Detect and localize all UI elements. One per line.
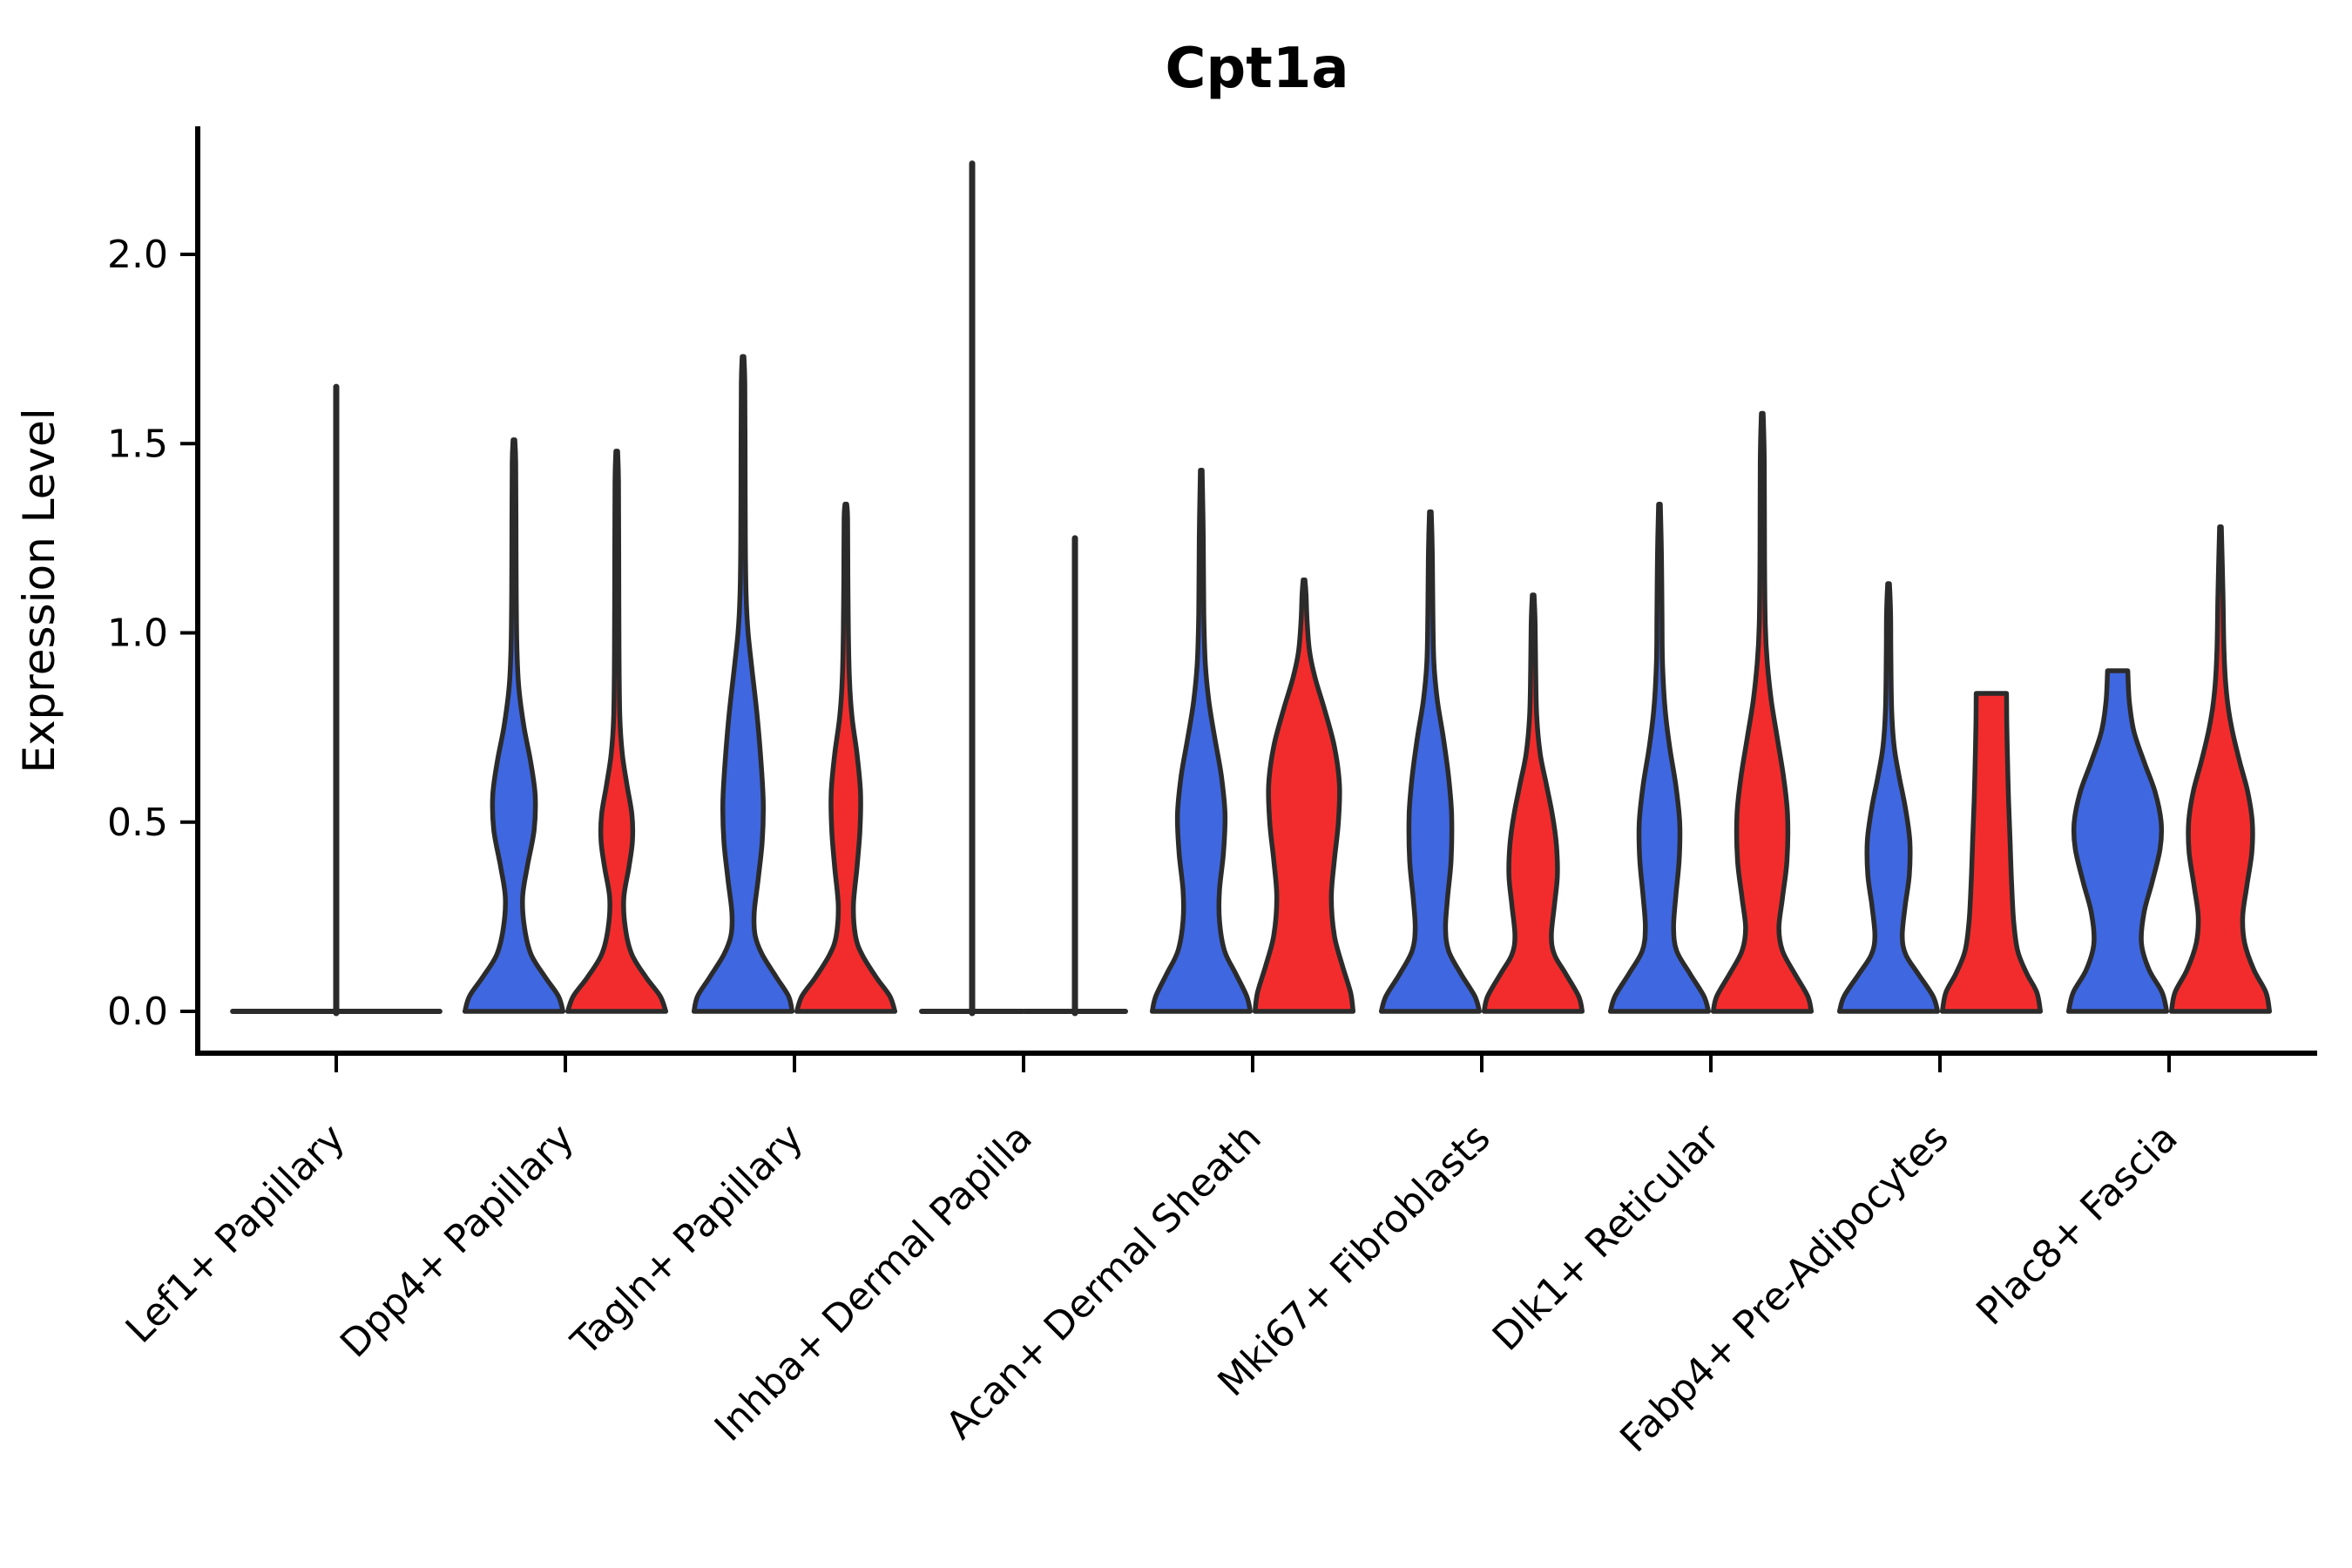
x-category-label: Dpp4+ Papillary	[332, 1116, 583, 1367]
y-tick-label: 0.0	[107, 990, 168, 1034]
labels-layer: Cpt1a Expression Level 0.0 0.5 1.0 1.5 2.0 Le…	[14, 37, 2186, 1461]
violins-layer	[230, 160, 2273, 1017]
violin-blue	[691, 354, 795, 1014]
violin-blue	[1607, 502, 1712, 1014]
violin-red	[794, 502, 898, 1014]
violin-red	[1252, 577, 1356, 1014]
x-category-label: Lef1+ Papillary	[118, 1116, 354, 1352]
x-category-label: Dlk1+ Reticular	[1484, 1115, 1729, 1360]
x-category-label: Plac8+ Fascia	[1968, 1116, 2186, 1335]
violin-red	[1481, 592, 1585, 1014]
violin-blue	[462, 437, 566, 1014]
violin-blue	[1836, 581, 1941, 1014]
y-tick-label: 2.0	[107, 233, 168, 277]
violin-blue	[1378, 509, 1483, 1014]
violin-red	[2168, 524, 2273, 1014]
violin-red	[1710, 410, 1815, 1014]
violin-red	[564, 449, 669, 1014]
chart-title: Cpt1a	[1165, 37, 1348, 101]
violin-blue	[2065, 668, 2170, 1014]
axes-layer	[180, 126, 2317, 1072]
x-category-label: Tagln+ Papillary	[563, 1116, 812, 1365]
violin-red	[1939, 691, 2044, 1014]
y-tick-label: 1.0	[107, 612, 168, 656]
y-axis-label: Expression Level	[14, 408, 64, 773]
y-tick-label: 1.5	[107, 422, 168, 466]
violin-blue	[1149, 467, 1254, 1014]
y-tick-label: 0.5	[107, 801, 168, 845]
